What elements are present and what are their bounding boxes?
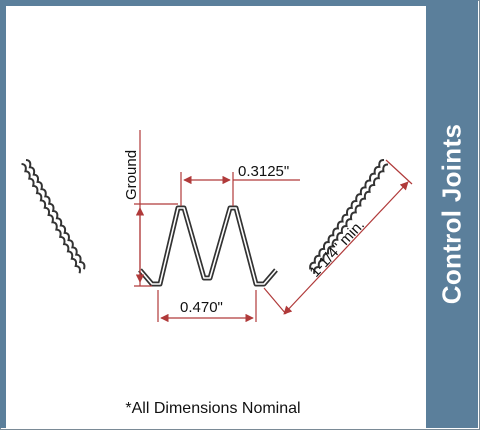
flange-extension-bottom [263, 287, 287, 315]
flange-extension-top [385, 159, 413, 185]
left-border [0, 0, 6, 428]
width-label: 0.470" [180, 299, 223, 316]
footnote: *All Dimensions Nominal [125, 400, 301, 417]
center-profile [138, 205, 278, 287]
center-profile-inner [139, 207, 277, 285]
top-border [0, 0, 478, 6]
sidebar-title: Control Joints [436, 123, 467, 305]
left-flange-profile [21, 159, 86, 274]
right-flange-profile [309, 158, 389, 275]
flange-dim-arrow [283, 181, 409, 315]
control-joint-diagram: Ground 0.3125" 0.470" 1-1/4" min. [21, 130, 413, 323]
ground-label: Ground [123, 150, 140, 200]
pitch-label: 0.3125" [238, 163, 289, 180]
sidebar-panel [426, 0, 478, 428]
